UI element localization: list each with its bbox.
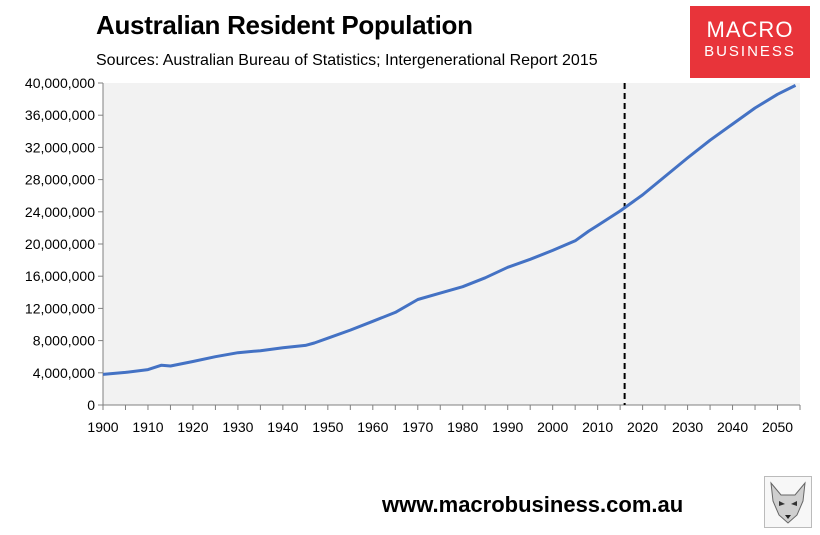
wolf-logo-icon [764, 476, 812, 528]
x-tick-label: 1900 [87, 419, 118, 435]
x-tick-label: 1980 [447, 419, 478, 435]
y-tick-label: 40,000,000 [25, 75, 95, 91]
y-tick-label: 36,000,000 [25, 107, 95, 123]
plot-area [103, 83, 800, 405]
y-tick-label: 8,000,000 [33, 333, 95, 349]
logo-line-1: MACRO [706, 17, 794, 42]
y-tick-label: 0 [87, 397, 95, 413]
y-tick-label: 12,000,000 [25, 300, 95, 316]
y-axis: 0 4,000,000 8,000,000 12,000,000 16,000,000 2… [25, 75, 103, 413]
y-tick-label: 32,000,000 [25, 139, 95, 155]
y-tick-label: 28,000,000 [25, 172, 95, 188]
population-series-line [102, 84, 797, 376]
x-tick-label: 1960 [357, 419, 388, 435]
chart-subtitle: Sources: Australian Bureau of Statistics… [96, 52, 598, 69]
macrobusiness-logo: MACRO BUSINESS [690, 6, 810, 78]
x-axis: 1900 1910 1920 1930 1940 1950 1960 1970 1980 1990… [87, 405, 801, 435]
x-tick-label: 2040 [717, 419, 748, 435]
x-tick-label: 1970 [402, 419, 433, 435]
x-tick-label: 2000 [537, 419, 568, 435]
x-tick-label: 1930 [222, 419, 253, 435]
chart-title: Australian Resident Population [96, 10, 473, 40]
x-tick-label: 1950 [312, 419, 343, 435]
x-tick-label: 1920 [177, 419, 208, 435]
y-tick-label: 4,000,000 [33, 365, 95, 381]
x-tick-label: 1910 [132, 419, 163, 435]
x-tick-label: 2020 [627, 419, 658, 435]
x-tick-label: 1940 [267, 419, 298, 435]
website-url: www.macrobusiness.com.au [382, 492, 684, 517]
logo-line-2: BUSINESS [704, 43, 796, 60]
x-tick-label: 2030 [672, 419, 703, 435]
x-tick-label: 2050 [762, 419, 793, 435]
x-tick-label: 1990 [492, 419, 523, 435]
x-tick-label: 2010 [582, 419, 613, 435]
y-tick-label: 24,000,000 [25, 204, 95, 220]
y-tick-label: 20,000,000 [25, 236, 95, 252]
y-tick-label: 16,000,000 [25, 268, 95, 284]
